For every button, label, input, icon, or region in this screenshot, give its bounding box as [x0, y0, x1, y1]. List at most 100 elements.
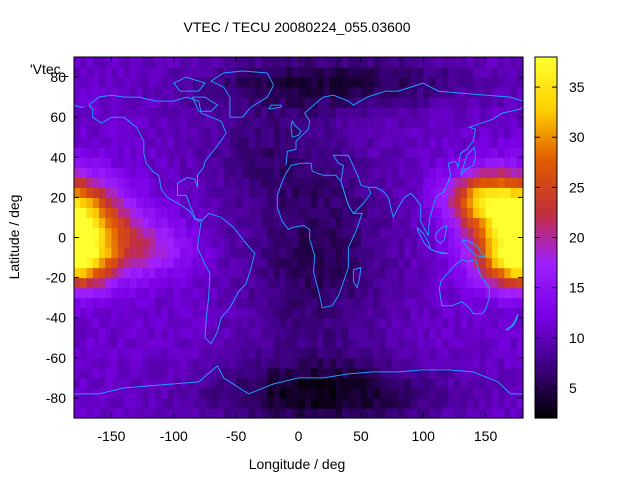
- heatmap-cell: [360, 317, 368, 329]
- heatmap-cell: [317, 167, 325, 178]
- heatmap-cell: [142, 77, 150, 88]
- heatmap-cell: [117, 197, 125, 209]
- heatmap-cell: [279, 137, 287, 148]
- heatmap-cell: [130, 297, 137, 309]
- heatmap-cell: [273, 217, 281, 229]
- colorbar-tick-label: 5: [569, 380, 577, 396]
- heatmap-cell: [167, 407, 175, 419]
- colorbar-segment: [535, 252, 557, 257]
- heatmap-cell: [429, 187, 437, 198]
- heatmap-cell: [286, 97, 293, 108]
- heatmap-cell: [510, 237, 518, 249]
- heatmap-cell: [80, 307, 88, 319]
- heatmap-cell: [267, 287, 275, 299]
- heatmap-cell: [385, 337, 393, 349]
- heatmap-cell: [510, 407, 518, 419]
- heatmap-cell: [329, 407, 337, 419]
- heatmap-cell: [466, 127, 474, 138]
- heatmap-cell: [98, 397, 106, 409]
- heatmap-cell: [423, 117, 431, 128]
- heatmap-cell: [342, 377, 349, 389]
- heatmap-cell: [236, 377, 243, 389]
- heatmap-cell: [148, 297, 156, 309]
- heatmap-cell: [479, 97, 487, 108]
- heatmap-cell: [448, 337, 456, 349]
- heatmap-cell: [279, 267, 287, 279]
- heatmap-cell: [111, 177, 119, 188]
- heatmap-cell: [329, 197, 337, 209]
- heatmap-cell: [466, 407, 474, 419]
- heatmap-cell: [204, 217, 212, 229]
- heatmap-cell: [423, 57, 431, 68]
- heatmap-cell: [367, 327, 374, 339]
- heatmap-cell: [510, 207, 518, 219]
- heatmap-cell: [329, 207, 337, 219]
- heatmap-cell: [254, 197, 262, 209]
- heatmap-cell: [404, 317, 412, 329]
- heatmap-cell: [211, 397, 219, 409]
- heatmap-cell: [373, 237, 381, 249]
- colorbar-segment: [535, 129, 557, 133]
- heatmap-cell: [130, 57, 137, 68]
- heatmap-cell: [80, 197, 88, 209]
- heatmap-cell: [117, 377, 125, 389]
- heatmap-cell: [504, 297, 512, 309]
- heatmap-cell: [74, 347, 81, 359]
- heatmap-cell: [105, 157, 113, 168]
- colorbar-segment: [535, 174, 557, 178]
- heatmap-cell: [485, 307, 493, 319]
- heatmap-cell: [342, 77, 349, 88]
- heatmap-cell: [148, 117, 156, 128]
- heatmap-cell: [242, 387, 250, 399]
- heatmap-cell: [123, 257, 131, 269]
- heatmap-cell: [323, 127, 331, 138]
- heatmap-cell: [267, 107, 275, 118]
- heatmap-cell: [516, 307, 524, 319]
- heatmap-cell: [292, 157, 300, 168]
- heatmap-cell: [404, 327, 412, 339]
- heatmap-cell: [86, 227, 94, 239]
- heatmap-cell: [354, 247, 362, 259]
- heatmap-cell: [404, 117, 412, 128]
- heatmap-cell: [105, 277, 113, 289]
- heatmap-cell: [441, 357, 449, 369]
- heatmap-cell: [504, 77, 512, 88]
- heatmap-cell: [342, 357, 349, 369]
- heatmap-cell: [435, 167, 443, 178]
- heatmap-cell: [335, 197, 343, 209]
- heatmap-cell: [516, 127, 524, 138]
- heatmap-cell: [211, 127, 219, 138]
- heatmap-cell: [80, 177, 88, 188]
- heatmap-cell: [198, 207, 206, 219]
- heatmap-cell: [335, 377, 343, 389]
- heatmap-cell: [360, 207, 368, 219]
- heatmap-cell: [373, 77, 381, 88]
- heatmap-cell: [80, 87, 88, 98]
- heatmap-cell: [329, 377, 337, 389]
- heatmap-cell: [142, 317, 150, 329]
- heatmap-cell: [123, 157, 131, 168]
- heatmap-cell: [155, 367, 162, 379]
- heatmap-cell: [261, 117, 268, 128]
- colorbar-segment: [535, 339, 557, 344]
- heatmap-cell: [491, 267, 499, 279]
- heatmap-cell: [248, 227, 256, 239]
- heatmap-cell: [86, 207, 94, 219]
- heatmap-cell: [491, 187, 499, 198]
- heatmap-cell: [279, 247, 287, 259]
- heatmap-cell: [267, 367, 275, 379]
- heatmap-cell: [454, 187, 462, 198]
- heatmap-cell: [180, 357, 187, 369]
- heatmap-cell: [142, 217, 150, 229]
- heatmap-cell: [92, 207, 100, 219]
- heatmap-cell: [348, 137, 356, 148]
- heatmap-cell: [454, 147, 462, 158]
- heatmap-cell: [416, 257, 424, 269]
- heatmap-cell: [74, 397, 81, 409]
- colorbar-segment: [535, 309, 557, 314]
- heatmap-cell: [335, 77, 343, 88]
- heatmap-cell: [273, 147, 281, 158]
- heatmap-cell: [485, 257, 493, 269]
- heatmap-cell: [286, 117, 293, 128]
- heatmap-cell: [498, 367, 505, 379]
